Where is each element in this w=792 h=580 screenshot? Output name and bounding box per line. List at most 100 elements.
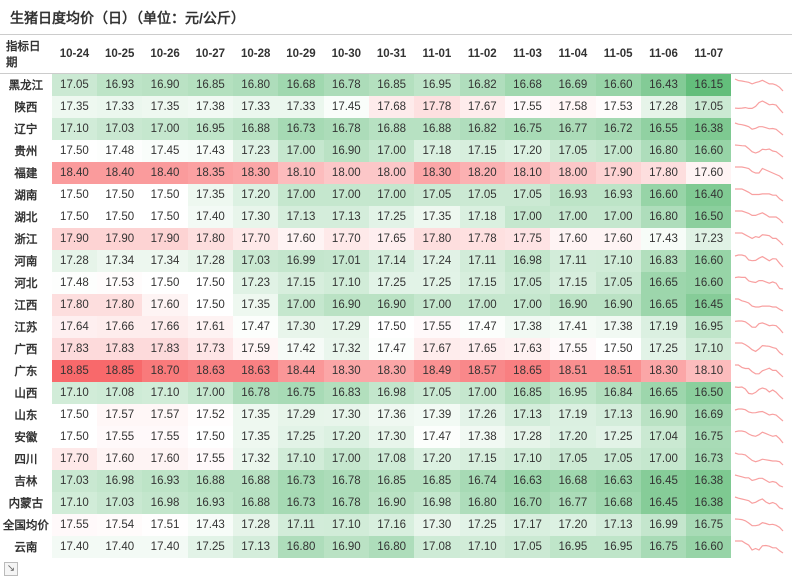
- price-cell: 17.34: [97, 250, 142, 272]
- price-cell: 17.48: [97, 140, 142, 162]
- price-cell: 16.82: [460, 74, 505, 97]
- price-cell: 16.98: [142, 492, 187, 514]
- price-cell: 17.13: [596, 404, 641, 426]
- sparkline-cell: [731, 514, 792, 536]
- price-cell: 17.04: [641, 426, 686, 448]
- price-cell: 17.00: [550, 206, 595, 228]
- price-cell: 17.80: [188, 228, 233, 250]
- region-label: 湖南: [0, 184, 52, 206]
- price-cell: 17.35: [142, 96, 187, 118]
- price-cell: 16.85: [505, 382, 550, 404]
- table-row: 山东17.5017.5717.5717.5217.3517.2917.3017.…: [0, 404, 792, 426]
- price-cell: 16.50: [686, 382, 731, 404]
- price-cell: 17.60: [550, 228, 595, 250]
- price-cell: 16.75: [686, 426, 731, 448]
- price-cell: 17.58: [550, 96, 595, 118]
- price-cell: 16.95: [596, 536, 641, 558]
- price-cell: 16.88: [188, 470, 233, 492]
- price-cell: 17.11: [550, 250, 595, 272]
- region-label: 福建: [0, 162, 52, 184]
- price-cell: 17.03: [52, 470, 97, 492]
- price-cell: 18.70: [142, 360, 187, 382]
- date-header: 11-05: [596, 35, 641, 74]
- price-cell: 17.70: [324, 228, 369, 250]
- price-cell: 17.43: [188, 140, 233, 162]
- table-row: 浙江17.9017.9017.9017.8017.7017.6017.7017.…: [0, 228, 792, 250]
- region-label: 广东: [0, 360, 52, 382]
- date-header: 10-26: [142, 35, 187, 74]
- price-cell: 16.90: [324, 140, 369, 162]
- price-cell: 16.45: [641, 470, 686, 492]
- price-cell: 16.75: [505, 118, 550, 140]
- price-cell: 16.74: [460, 470, 505, 492]
- price-cell: 17.10: [52, 492, 97, 514]
- date-header: 11-03: [505, 35, 550, 74]
- price-cell: 16.73: [278, 492, 323, 514]
- sparkline-icon: [733, 165, 785, 181]
- price-cell: 18.30: [641, 360, 686, 382]
- price-cell: 17.50: [188, 294, 233, 316]
- price-cell: 17.25: [188, 536, 233, 558]
- price-cell: 16.93: [596, 184, 641, 206]
- price-cell: 17.50: [188, 272, 233, 294]
- price-cell: 17.13: [505, 404, 550, 426]
- table-row: 山西17.1017.0817.1017.0016.7816.7516.8316.…: [0, 382, 792, 404]
- table-row: 湖北17.5017.5017.5017.4017.3017.1317.1317.…: [0, 206, 792, 228]
- price-cell: 17.38: [505, 316, 550, 338]
- price-cell: 17.61: [188, 316, 233, 338]
- region-label: 云南: [0, 536, 52, 558]
- price-cell: 16.69: [550, 74, 595, 97]
- price-cell: 18.40: [142, 162, 187, 184]
- scroll-hint-icon[interactable]: ↘: [4, 562, 18, 576]
- date-header: 10-25: [97, 35, 142, 74]
- region-label: 广西: [0, 338, 52, 360]
- price-cell: 17.20: [550, 514, 595, 536]
- sparkline-icon: [733, 473, 785, 489]
- region-label: 江苏: [0, 316, 52, 338]
- price-cell: 17.47: [460, 316, 505, 338]
- price-cell: 17.13: [233, 536, 278, 558]
- price-cell: 16.98: [369, 382, 414, 404]
- price-cell: 17.66: [142, 316, 187, 338]
- price-cell: 17.80: [97, 294, 142, 316]
- price-cell: 16.77: [550, 492, 595, 514]
- price-cell: 17.00: [278, 294, 323, 316]
- sparkline-cell: [731, 360, 792, 382]
- price-cell: 18.51: [596, 360, 641, 382]
- sparkline-icon: [733, 539, 785, 555]
- price-cell: 17.47: [414, 426, 459, 448]
- price-cell: 17.00: [641, 448, 686, 470]
- price-cell: 16.78: [324, 74, 369, 97]
- table-row: 四川17.7017.6017.6017.5517.3217.1017.0017.…: [0, 448, 792, 470]
- region-label: 江西: [0, 294, 52, 316]
- date-header: 10-27: [188, 35, 233, 74]
- price-cell: 16.68: [505, 74, 550, 97]
- price-cell: 17.50: [142, 272, 187, 294]
- price-cell: 17.00: [596, 206, 641, 228]
- price-cell: 17.00: [460, 382, 505, 404]
- price-cell: 17.14: [369, 250, 414, 272]
- price-cell: 18.10: [505, 162, 550, 184]
- price-cell: 17.45: [142, 140, 187, 162]
- price-cell: 17.60: [97, 448, 142, 470]
- price-cell: 16.75: [686, 514, 731, 536]
- price-cell: 18.85: [52, 360, 97, 382]
- table-row: 江西17.8017.8017.6017.5017.3517.0016.9016.…: [0, 294, 792, 316]
- price-cell: 18.30: [369, 360, 414, 382]
- table-row: 湖南17.5017.5017.5017.3517.2017.0017.0017.…: [0, 184, 792, 206]
- price-cell: 17.10: [460, 536, 505, 558]
- price-cell: 17.50: [52, 184, 97, 206]
- price-cell: 16.83: [324, 382, 369, 404]
- price-cell: 18.10: [686, 360, 731, 382]
- price-cell: 17.35: [233, 404, 278, 426]
- price-cell: 16.60: [596, 74, 641, 97]
- sparkline-cell: [731, 316, 792, 338]
- price-cell: 17.00: [505, 294, 550, 316]
- table-row: 河北17.4817.5317.5017.5017.2317.1517.1017.…: [0, 272, 792, 294]
- sparkline-icon: [733, 385, 785, 401]
- table-row: 河南17.2817.3417.3417.2817.0316.9917.0117.…: [0, 250, 792, 272]
- price-cell: 18.00: [550, 162, 595, 184]
- price-cell: 17.05: [550, 140, 595, 162]
- price-cell: 17.20: [505, 140, 550, 162]
- price-cell: 17.05: [596, 448, 641, 470]
